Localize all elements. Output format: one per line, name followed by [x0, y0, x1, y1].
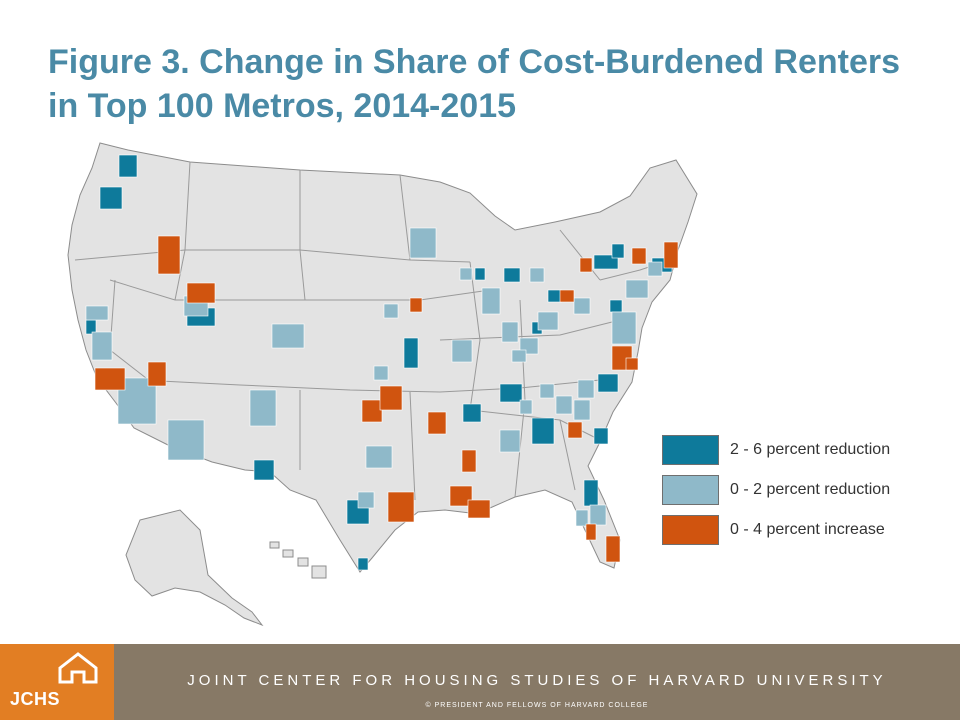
legend-label: 0 - 2 percent reduction	[730, 481, 891, 498]
metro-area	[539, 383, 555, 399]
metro-area	[503, 267, 521, 283]
metro-area	[409, 227, 437, 259]
metro-area	[625, 279, 649, 299]
footer-bar: JOINT CENTER FOR HOUSING STUDIES OF HARV…	[114, 644, 960, 720]
metro-area	[91, 331, 113, 361]
metro-area	[605, 535, 621, 563]
metro-area	[167, 419, 205, 461]
metro-area	[499, 383, 523, 403]
us-metro-map	[0, 130, 960, 640]
metro-area	[467, 499, 491, 519]
metro-area	[451, 339, 473, 363]
metro-area	[597, 373, 619, 393]
legend-swatch	[662, 515, 719, 545]
metro-area	[631, 247, 647, 265]
map-legend: 2 - 6 percent reduction 0 - 2 percent re…	[662, 433, 922, 553]
metro-area	[567, 421, 583, 439]
metro-area	[585, 523, 597, 541]
metro-area	[573, 297, 591, 315]
metro-area	[573, 399, 591, 421]
metro-area	[383, 303, 399, 319]
metro-area	[357, 557, 369, 571]
metro-area	[531, 417, 555, 445]
legend-item-light-blue: 0 - 2 percent reduction	[662, 473, 922, 513]
metro-area	[449, 485, 473, 507]
metro-area	[373, 365, 389, 381]
metro-area	[663, 241, 679, 269]
metros-orange	[94, 235, 679, 563]
legend-swatch	[662, 475, 719, 505]
metro-area	[387, 491, 415, 523]
metro-area	[519, 399, 533, 415]
metro-area	[537, 311, 559, 331]
us-map-svg	[67, 142, 698, 627]
legend-item-dark-teal: 2 - 6 percent reduction	[662, 433, 922, 473]
metro-area	[593, 427, 609, 445]
hawaii-shape	[269, 541, 327, 579]
metro-area	[625, 357, 639, 371]
metro-area	[459, 267, 473, 281]
metro-area	[481, 287, 501, 315]
metro-area	[577, 379, 595, 399]
metro-area	[575, 509, 589, 527]
legend-label: 2 - 6 percent reduction	[730, 441, 891, 458]
metro-area	[499, 429, 521, 453]
house-icon	[58, 652, 98, 684]
metro-area	[579, 257, 593, 273]
alaska-shape	[125, 509, 264, 627]
metro-area	[94, 367, 126, 391]
logo-text: JCHS	[10, 689, 61, 709]
metro-area	[589, 504, 607, 526]
metro-area	[186, 282, 216, 304]
metro-area	[357, 491, 375, 509]
legend-item-orange: 0 - 4 percent increase	[662, 513, 922, 553]
metro-area	[609, 299, 623, 313]
figure-title: Figure 3. Change in Share of Cost-Burden…	[48, 43, 901, 125]
metro-area	[462, 403, 482, 423]
metro-area	[409, 297, 423, 313]
metro-area	[271, 323, 305, 349]
metro-area	[365, 445, 393, 469]
metro-area	[427, 411, 447, 435]
metro-area	[501, 321, 519, 343]
metro-area	[474, 267, 486, 281]
metro-area	[529, 267, 545, 283]
metro-area	[147, 361, 167, 387]
organization-name: JOINT CENTER FOR HOUSING STUDIES OF HARV…	[187, 672, 887, 689]
metro-area	[249, 389, 277, 427]
metro-area	[157, 235, 181, 275]
metro-area	[361, 399, 383, 423]
metro-area	[461, 449, 477, 473]
metros-light-blue	[85, 227, 663, 527]
metro-area	[99, 186, 123, 210]
metro-area	[593, 254, 619, 270]
legend-swatch	[662, 435, 719, 465]
metro-area	[611, 311, 637, 345]
metro-area	[403, 337, 419, 369]
metro-area	[511, 349, 527, 363]
copyright-text: © PRESIDENT AND FELLOWS OF HARVARD COLLE…	[425, 702, 649, 709]
metro-area	[253, 459, 275, 481]
metro-area	[647, 261, 663, 277]
metro-area	[118, 154, 138, 178]
metro-area	[583, 479, 599, 507]
metro-area	[559, 289, 575, 303]
metro-area	[555, 395, 573, 415]
metro-area	[379, 385, 403, 411]
metro-area	[85, 305, 109, 321]
legend-label: 0 - 4 percent increase	[730, 521, 885, 538]
metro-area	[611, 243, 625, 259]
jchs-logo: JCHS	[0, 644, 114, 720]
